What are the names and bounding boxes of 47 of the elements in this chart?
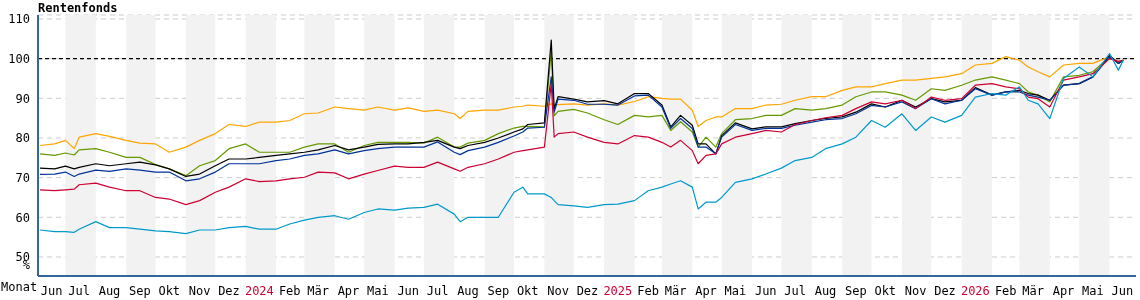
x-tick-label: Jun [754,284,777,298]
x-tick-label: Mär [307,284,329,298]
y-tick-label: 100 [8,51,30,66]
y-tick-label: 110 [8,12,30,27]
y-tick-label: 60 [15,210,30,225]
x-tick-label: Jul [426,284,449,298]
y-tick-label: 80 [15,131,30,146]
x-tick-label: 2025 [603,284,633,298]
x-tick-label: Jun [1111,284,1134,298]
x-tick-label: Jun [397,284,420,298]
x-tick-label: Okt [516,284,539,298]
x-tick-label: Aug [457,284,479,298]
x-tick-label: Jul [68,284,90,298]
x-tick-label: Dez [576,284,599,298]
x-tick-label: Apr [337,284,360,298]
x-tick-label: Mär [1022,284,1044,298]
x-tick-label: Apr [1052,284,1075,298]
x-tick-label: Nov [188,284,211,298]
x-tick-label: Sep [845,284,867,298]
x-tick-label: Jun [40,284,63,298]
x-tick-label: Nov [547,284,569,298]
x-tick-label: Mai [367,284,389,298]
x-tick-label: Dez [218,284,240,298]
x-tick-label: Jul [784,284,806,298]
x-tick-label: 2024 [244,284,274,298]
x-axis-title: Monat [1,280,38,294]
x-tick-label: Aug [814,284,837,298]
x-tick-label: Nov [904,284,927,298]
y-tick-label: 70 [15,170,30,185]
chart-title: Rentenfonds [38,1,118,15]
x-tick-label: Mai [724,284,747,298]
y-tick-label: 90 [15,91,30,106]
x-tick-label: Apr [695,284,717,298]
x-tick-label: Feb [278,284,301,298]
x-tick-label: Mai [1082,284,1104,298]
x-tick-label: Feb [994,284,1017,298]
x-tick-label: Mär [664,284,687,298]
line-series [39,58,1124,206]
x-tick-label: Sep [129,284,151,298]
x-tick-label: Aug [98,284,121,298]
x-tick-label: Sep [487,284,510,298]
x-tick-label: Okt [158,284,181,298]
x-tick-label: Dez [934,284,956,298]
line-series [39,52,1124,235]
x-tick-label: Feb [637,284,660,298]
x-tick-label: Okt [874,284,897,298]
x-tick-label: 2026 [960,284,990,298]
